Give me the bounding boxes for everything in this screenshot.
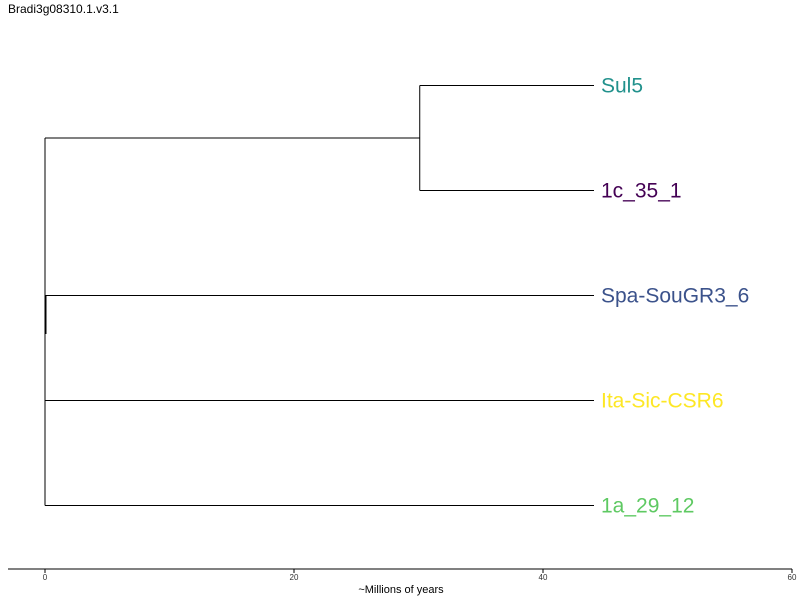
tip-label: 1a_29_12	[601, 495, 694, 518]
x-axis-title: ~Millions of years	[358, 584, 444, 596]
x-axis-tick-label: 60	[788, 573, 797, 582]
tip-label: 1c_35_1	[601, 180, 682, 203]
x-axis-tick-label: 40	[539, 573, 548, 582]
x-axis-tick-label: 0	[43, 573, 48, 582]
page-title: Bradi3g08310.1.v3.1	[8, 2, 119, 16]
tip-label: Sul5	[601, 75, 643, 98]
x-axis-tick-label: 20	[290, 573, 299, 582]
tree-branches	[44, 85, 594, 506]
x-axis: 0 20 40 60 ~Millions of years	[8, 568, 797, 596]
tip-labels: Sul5 1c_35_1 Spa-SouGR3_6 Ita-Sic-CSR6 1a_29…	[601, 75, 749, 518]
tip-label: Spa-SouGR3_6	[601, 285, 749, 308]
tip-label: Ita-Sic-CSR6	[601, 390, 724, 413]
x-axis-ticks: 0 20 40 60	[43, 569, 797, 582]
